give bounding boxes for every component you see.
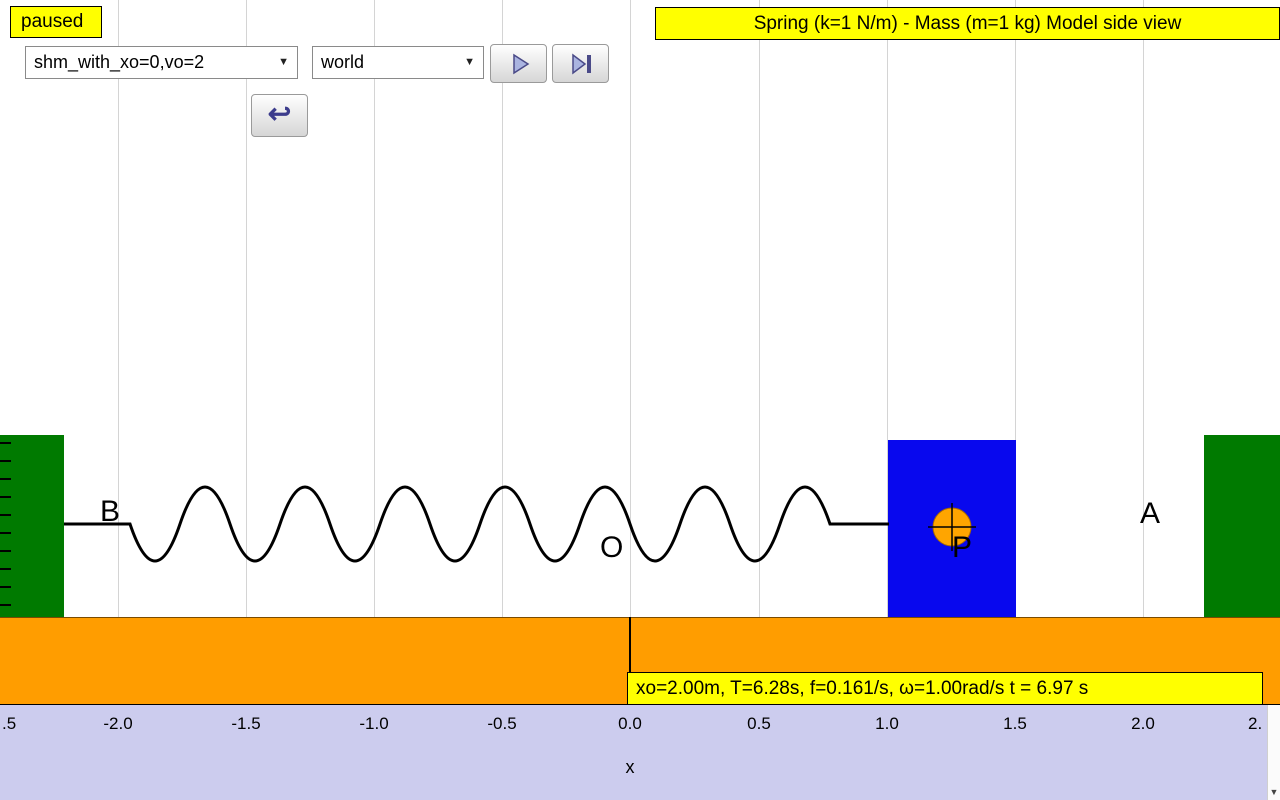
ruler-tick	[0, 568, 11, 570]
marker-label-o: O	[600, 531, 624, 564]
x-axis-panel: .5 -2.0 -1.5 -1.0 -0.5 0.0 0.5 1.0 1.5 2…	[0, 705, 1280, 800]
gridline	[502, 0, 503, 617]
ruler-tick	[0, 460, 11, 462]
gridline	[1015, 0, 1016, 617]
view-dropdown-value: world	[321, 52, 365, 72]
ruler-tick	[0, 442, 11, 444]
step-forward-button[interactable]	[552, 44, 609, 83]
axis-tick: 0.5	[747, 714, 771, 733]
origin-line	[629, 617, 631, 705]
gridline	[887, 0, 888, 617]
page-title: Spring (k=1 N/m) - Mass (m=1 kg) Model s…	[655, 7, 1280, 40]
axis-tick: -1.0	[359, 714, 389, 733]
sim-canvas: B O A P	[0, 0, 1280, 617]
gridline	[374, 0, 375, 617]
ruler-tick	[0, 532, 11, 534]
axis-tick: 1.0	[875, 714, 899, 733]
axis-tick: 2.0	[1131, 714, 1155, 733]
left-wall	[0, 435, 64, 617]
chevron-down-icon: ▼	[464, 56, 475, 68]
model-dropdown-value: shm_with_xo=0,vo=2	[34, 52, 205, 72]
axis-tick: 2.	[1248, 714, 1263, 733]
axis-tick: -2.0	[103, 714, 133, 733]
gridline	[1143, 0, 1144, 617]
vertical-scrollbar[interactable]: ▼	[1267, 705, 1280, 800]
readout-bar: xo=2.00m, T=6.28s, f=0.161/s, ω=1.00rad/…	[627, 672, 1263, 705]
step-forward-icon	[571, 53, 591, 74]
model-dropdown[interactable]: shm_with_xo=0,vo=2 ▼	[25, 46, 298, 79]
play-icon	[512, 53, 529, 74]
right-wall	[1204, 435, 1280, 617]
axis-tick: -1.5	[231, 714, 261, 733]
view-dropdown[interactable]: world ▼	[312, 46, 484, 79]
marker-label-a: A	[1140, 497, 1161, 530]
ruler-tick	[0, 514, 11, 516]
axis-tick: 0.0	[618, 714, 642, 733]
ruler-tick	[0, 604, 11, 606]
ruler-tick	[0, 550, 11, 552]
reset-button[interactable]: ↩	[251, 94, 308, 137]
particle-marker	[928, 503, 976, 551]
spring	[64, 485, 889, 563]
status-badge: paused	[10, 6, 102, 38]
ruler-tick	[0, 478, 11, 480]
gridline	[246, 0, 247, 617]
marker-label-p: P	[952, 531, 973, 564]
play-button[interactable]	[490, 44, 547, 83]
mass-block[interactable]	[888, 440, 1016, 617]
scroll-down-arrow-icon[interactable]: ▼	[1269, 787, 1279, 797]
gridline	[630, 0, 631, 617]
gridline	[759, 0, 760, 617]
axis-label-x: x	[625, 757, 635, 777]
reset-icon: ↩	[267, 97, 292, 129]
axis-tick: 1.5	[1003, 714, 1027, 733]
axis-tick: -0.5	[487, 714, 517, 733]
ruler-tick	[0, 496, 11, 498]
ruler-tick	[0, 586, 11, 588]
marker-label-b: B	[100, 495, 121, 528]
axis-tick: .5	[2, 714, 17, 733]
chevron-down-icon: ▼	[278, 56, 289, 68]
gridline	[118, 0, 119, 617]
